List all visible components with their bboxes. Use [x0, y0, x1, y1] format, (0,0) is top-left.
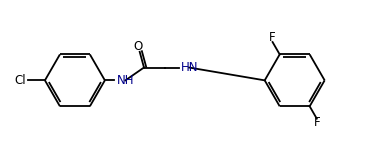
Text: Cl: Cl: [15, 74, 26, 87]
Text: O: O: [134, 40, 143, 53]
Text: F: F: [268, 31, 275, 44]
Text: HN: HN: [181, 61, 199, 74]
Text: F: F: [314, 116, 321, 129]
Text: NH: NH: [117, 74, 134, 87]
